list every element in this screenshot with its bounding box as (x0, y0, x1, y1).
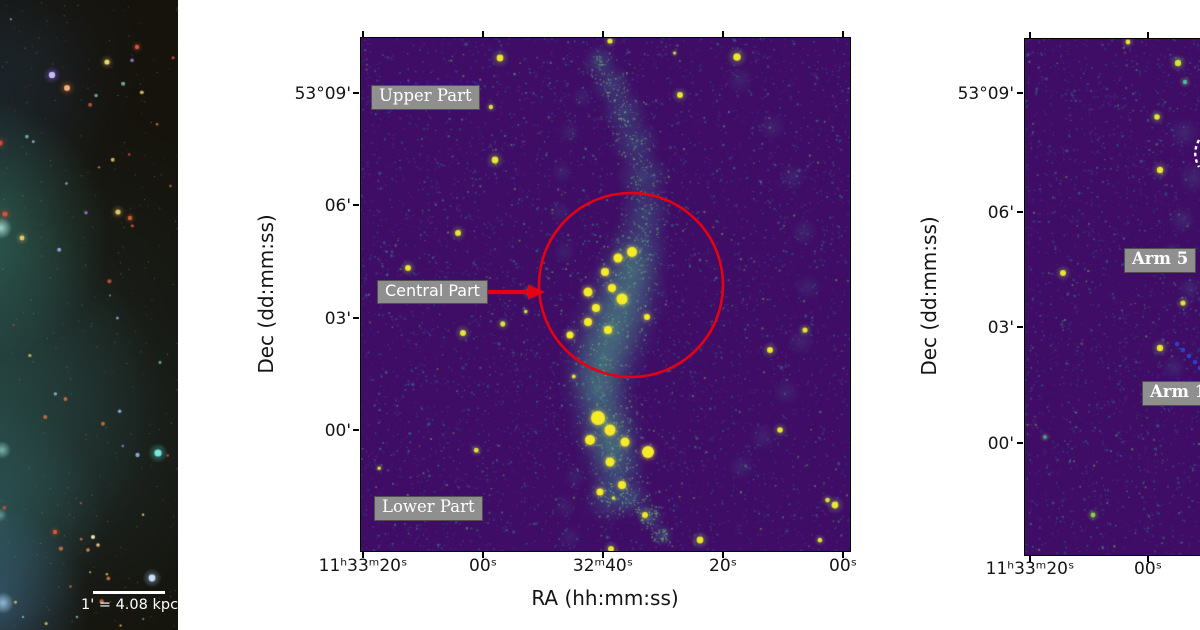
arm1-label: Arm 1 (1142, 381, 1200, 406)
axis-tick (602, 31, 604, 37)
axis-tick (1147, 556, 1149, 562)
axis-tick (1017, 442, 1023, 444)
axis-tick (353, 92, 359, 94)
dec-tick-label: 53°09' (294, 84, 351, 104)
dec-axis-label: Dec (dd:mm:ss) (917, 216, 941, 376)
axis-tick (353, 317, 359, 319)
dec-tick-label: 00' (324, 421, 351, 441)
axis-tick (602, 552, 604, 558)
axis-tick (482, 552, 484, 558)
ra-axis-label: RA (hh:mm:ss) (531, 586, 679, 610)
uv-galaxy-map-arms (1024, 38, 1200, 556)
axis-tick (1147, 32, 1149, 38)
ra-tick-label: 00ˢ (1134, 559, 1162, 579)
axis-tick (842, 31, 844, 37)
axis-tick (722, 552, 724, 558)
dec-tick-label: 06' (987, 203, 1014, 223)
ra-tick-label: 00ˢ (469, 556, 497, 576)
dec-tick-label: 06' (324, 196, 351, 216)
ra-tick-label: 20ˢ (709, 556, 737, 576)
axis-tick (1017, 211, 1023, 213)
axis-tick (362, 31, 364, 37)
dec-tick-label: 53°09' (957, 84, 1014, 104)
lower-part-label: Lower Part (374, 496, 483, 521)
upper-part-label: Upper Part (371, 85, 480, 110)
dec-tick-label: 03' (987, 318, 1014, 338)
axis-tick (362, 552, 364, 558)
dec-tick-label: 00' (987, 434, 1014, 454)
axis-tick (1017, 92, 1023, 94)
axis-tick (842, 552, 844, 558)
arm5-label: Arm 5 (1124, 248, 1197, 273)
axis-tick (722, 31, 724, 37)
axis-tick (353, 429, 359, 431)
central-part-label: Central Part (377, 280, 488, 305)
ra-tick-label: 11ʰ33ᵐ20ˢ (985, 559, 1075, 579)
ra-tick-label: 11ʰ33ᵐ20ˢ (318, 556, 408, 576)
axis-tick (1017, 326, 1023, 328)
dec-tick-label: 03' (324, 309, 351, 329)
dec-axis-label: Dec (dd:mm:ss) (254, 214, 278, 374)
scale-bar-label: 1' = 4.08 kpc (81, 597, 179, 613)
axis-tick (482, 31, 484, 37)
ra-tick-label: 32ᵐ40ˢ (572, 556, 634, 576)
ra-tick-label: 00ˢ (829, 556, 857, 576)
optical-galaxy-image (0, 0, 178, 630)
scale-bar-line (93, 591, 165, 594)
axis-tick (353, 204, 359, 206)
axis-tick (1029, 556, 1031, 562)
axis-tick (1029, 32, 1031, 38)
